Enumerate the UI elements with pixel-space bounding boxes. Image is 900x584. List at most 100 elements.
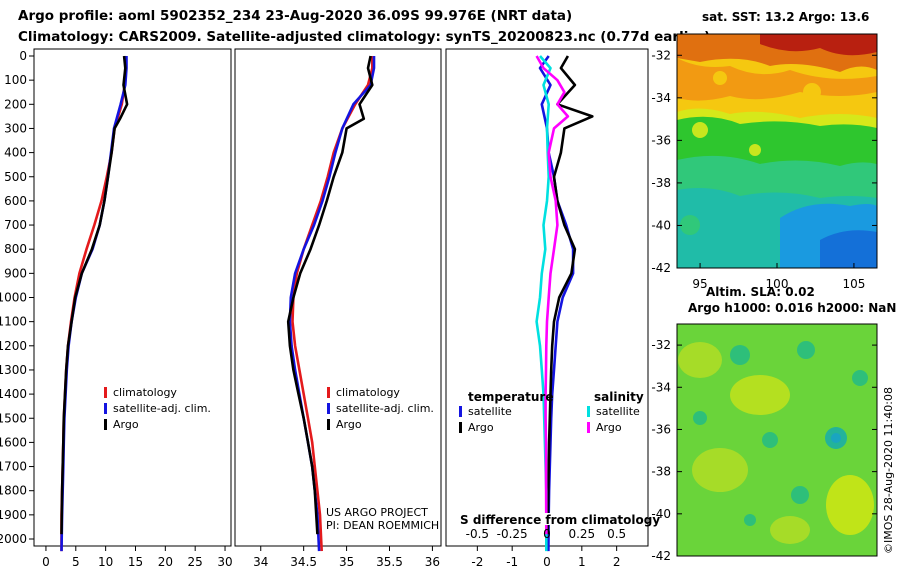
project-label: US ARGO PROJECT xyxy=(326,506,428,519)
figure-title-line2: Climatology: CARS2009. Satellite-adjuste… xyxy=(18,29,710,45)
lat-tick-label: -38 xyxy=(651,176,671,190)
y-tick-label: 1000 xyxy=(0,291,27,305)
x-tick-label: 5 xyxy=(72,555,80,569)
legend-swatch xyxy=(104,419,107,430)
lat-tick-label: -38 xyxy=(651,465,671,479)
lat-tick-label: -40 xyxy=(651,507,671,521)
salinity-panel: 34 34.5 35 35.5 36 climatology satellite-adj.… xyxy=(234,48,442,569)
y-tick-label: 900 xyxy=(4,266,27,280)
secondary-tick-label: -0.5 xyxy=(466,527,489,541)
salinity-plot-frame xyxy=(234,48,442,547)
figure-title-line1: Argo profile: aoml 5902352_234 23-Aug-20… xyxy=(18,8,572,24)
legend-swatch xyxy=(327,419,330,430)
y-tick-label: 2000 xyxy=(0,532,27,546)
x-tick-label: 30 xyxy=(217,555,232,569)
lat-tick-label: -42 xyxy=(651,261,671,275)
x-tick-label: 35 xyxy=(339,555,354,569)
temperature-plot-frame xyxy=(33,48,232,547)
pi-label: PI: DEAN ROEMMICH xyxy=(326,519,439,532)
y-tick-label: 500 xyxy=(4,170,27,184)
legend-swatch xyxy=(327,387,330,398)
secondary-tick-label: 0.25 xyxy=(568,527,595,541)
legend-swatch xyxy=(327,403,330,414)
lon-tick-label: 105 xyxy=(842,277,865,291)
legend-label: satellite xyxy=(596,405,640,418)
difference-legend: satellite Argo satellite Argo xyxy=(459,405,640,434)
legend-label: Argo xyxy=(468,421,494,434)
sla-map-field xyxy=(677,324,877,556)
legend-label: satellite-adj. clim. xyxy=(336,402,434,415)
legend-label: Argo xyxy=(336,418,362,431)
y-tick-label: 200 xyxy=(4,97,27,111)
x-tick-label: -2 xyxy=(471,555,483,569)
sla-map-title-line2: Argo h1000: 0.016 h2000: NaN xyxy=(688,301,896,315)
legend-title-salinity: salinity xyxy=(594,390,644,404)
sla-map-frame xyxy=(676,323,878,557)
difference-series xyxy=(535,55,594,552)
y-tick-label: 1600 xyxy=(0,435,27,449)
x-tick-label: 0 xyxy=(42,555,50,569)
y-tick-label: 1200 xyxy=(0,339,27,353)
series-line-argo xyxy=(286,55,374,535)
x-tick-label: 10 xyxy=(98,555,113,569)
credit-label: ©IMOS 28-Aug-2020 11:40:08 xyxy=(882,387,895,554)
legend-label: Argo xyxy=(596,421,622,434)
y-tick-label: 100 xyxy=(4,73,27,87)
legend-swatch xyxy=(459,406,462,417)
difference-x-axis: -2 -1 0 1 2 xyxy=(471,546,620,569)
y-tick-label: 0 xyxy=(19,49,27,63)
y-tick-label: 1700 xyxy=(0,460,27,474)
x-tick-label: 20 xyxy=(158,555,173,569)
legend-label: satellite-adj. clim. xyxy=(113,402,211,415)
legend-swatch xyxy=(104,387,107,398)
lat-tick-label: -32 xyxy=(651,48,671,62)
lat-tick-label: -36 xyxy=(651,133,671,147)
temperature-panel: 0100200300400500600700800900100011001200… xyxy=(0,48,233,569)
temperature-x-axis: 0 5 10 15 20 25 30 xyxy=(42,546,233,569)
y-tick-label: 1800 xyxy=(0,484,27,498)
x-tick-label: 35.5 xyxy=(376,555,403,569)
salinity-x-axis: 34 34.5 35 35.5 36 xyxy=(253,546,440,569)
series-line-argo xyxy=(60,55,129,535)
secondary-axis-ticks: -0.5 -0.25 0 0.25 0.5 xyxy=(466,527,627,541)
lat-tick-label: -42 xyxy=(651,549,671,563)
y-tick-label: 300 xyxy=(4,121,27,135)
lat-tick-label: -34 xyxy=(651,91,671,105)
lat-tick-label: -32 xyxy=(651,338,671,352)
x-tick-label: 36 xyxy=(425,555,440,569)
sst-map-field xyxy=(677,34,877,268)
lat-tick-label: -36 xyxy=(651,422,671,436)
legend-swatch xyxy=(104,403,107,414)
legend-label: Argo xyxy=(113,418,139,431)
x-tick-label: 25 xyxy=(188,555,203,569)
secondary-tick-label: -0.25 xyxy=(497,527,528,541)
salinity-series xyxy=(286,55,376,552)
difference-panel: -2 -1 0 1 2 satellite Argo satellite Argo tempe… xyxy=(445,48,660,569)
lat-tick-label: -40 xyxy=(651,218,671,232)
y-tick-label: 1500 xyxy=(0,411,27,425)
y-tick-label: 800 xyxy=(4,242,27,256)
legend-swatch xyxy=(587,422,590,433)
sst-map-lon-axis: 95 100 105 xyxy=(692,263,865,291)
lon-tick-label: 100 xyxy=(766,277,789,291)
secondary-tick-label: 0 xyxy=(543,527,551,541)
x-tick-label: 34.5 xyxy=(290,555,317,569)
sla-map-title-line1: Altim. SLA: 0.02 xyxy=(706,285,815,299)
x-tick-label: 34 xyxy=(253,555,268,569)
y-tick-label: 1100 xyxy=(0,315,27,329)
x-tick-label: 1 xyxy=(578,555,586,569)
legend-label: satellite xyxy=(468,405,512,418)
lon-tick-label: 95 xyxy=(692,277,707,291)
x-tick-label: 15 xyxy=(128,555,143,569)
legend-swatch xyxy=(459,422,462,433)
y-tick-label: 1400 xyxy=(0,387,27,401)
secondary-tick-label: 0.5 xyxy=(607,527,626,541)
temperature-legend: climatology satellite-adj. clim. Argo xyxy=(104,386,211,431)
series-line-s-argo xyxy=(535,55,570,535)
legend-label: climatology xyxy=(113,386,177,399)
y-tick-label: 1900 xyxy=(0,508,27,522)
y-tick-label: 400 xyxy=(4,146,27,160)
sst-map: sat. SST: 13.2 Argo: 13.6 -32 -34 -36 -38 -4… xyxy=(651,10,878,291)
sla-map-lat-axis: -32 -34 -36 -38 -40 -42 xyxy=(651,338,877,563)
